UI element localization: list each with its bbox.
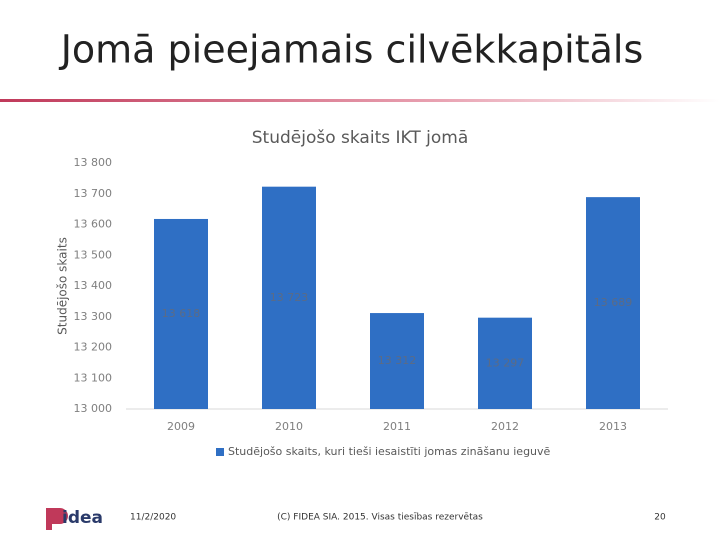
x-tick-label: 2013 (599, 420, 627, 433)
y-tick-label: 13 200 (74, 341, 113, 354)
footer-date: 11/2/2020 (130, 513, 176, 523)
bar (370, 313, 424, 409)
value-label: 13 312 (378, 354, 417, 367)
value-label: 13 618 (162, 307, 201, 320)
y-tick-label: 13 400 (74, 279, 113, 292)
x-tick-label: 2011 (383, 420, 411, 433)
logo: idea (46, 508, 103, 530)
value-label: 13 689 (594, 296, 633, 309)
legend-swatch (216, 448, 224, 456)
slide-title: Jomā pieejamais cilvēkkapitāls (59, 28, 644, 72)
bar (586, 197, 640, 409)
legend-label: Studējošo skaits, kuri tieši iesaistīti … (228, 445, 551, 458)
value-label: 13 297 (486, 356, 525, 369)
y-tick-label: 13 700 (74, 187, 113, 200)
footer-text: (C) FIDEA SIA. 2015. Visas tiesības reze… (277, 513, 483, 523)
x-tick-label: 2010 (275, 420, 303, 433)
x-tick-label: 2009 (167, 420, 195, 433)
logo-text: idea (62, 508, 103, 528)
y-tick-label: 13 100 (74, 371, 113, 384)
bar (478, 317, 532, 409)
y-tick-label: 13 300 (74, 310, 113, 323)
value-label: 13 723 (270, 291, 309, 304)
chart-title: Studējošo skaits IKT jomā (252, 128, 468, 148)
title-rule (0, 99, 720, 102)
y-tick-label: 13 000 (74, 402, 113, 415)
page-number: 20 (654, 513, 666, 523)
bar (154, 218, 208, 409)
y-tick-label: 13 800 (74, 156, 113, 169)
y-tick-label: 13 500 (74, 248, 113, 261)
x-tick-label: 2012 (491, 420, 519, 433)
logo-icon (46, 508, 68, 530)
bar (262, 186, 316, 409)
y-tick-label: 13 600 (74, 218, 113, 231)
y-axis-label: Studējošo skaits (56, 237, 70, 335)
